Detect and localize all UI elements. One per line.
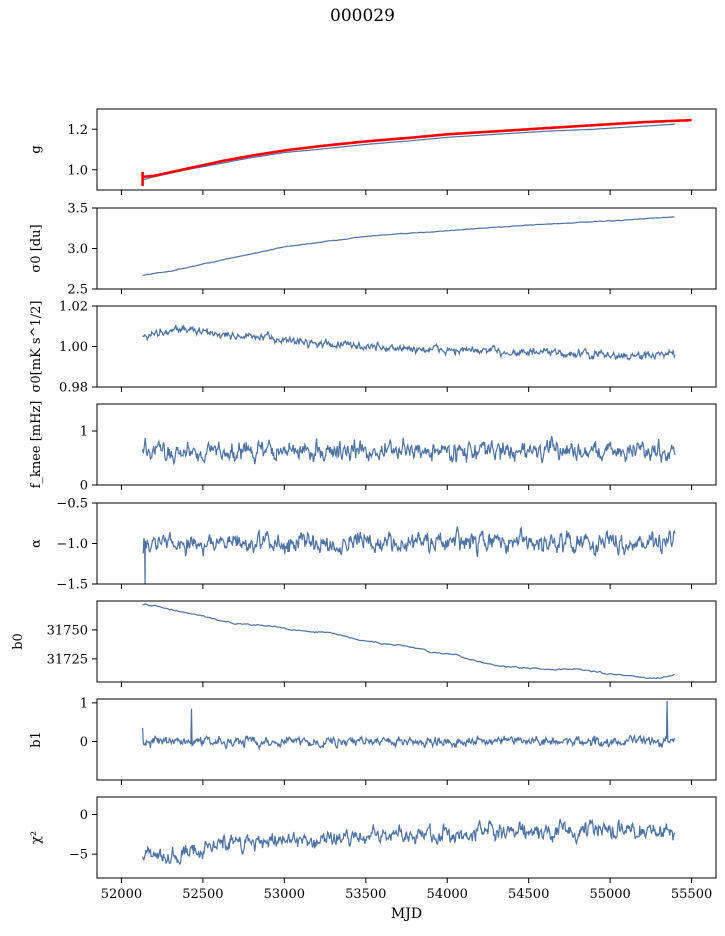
y-tick-label: 31725 [47, 652, 88, 667]
y-tick-label: 0 [80, 479, 88, 494]
panel-g: 1.0 1.2 g [29, 108, 717, 195]
x-tick-label: 54000 [427, 887, 468, 902]
y-tick-label: 1.02 [59, 300, 88, 315]
fit-line [142, 118, 692, 179]
y-tick-label: −1.0 [56, 537, 88, 552]
y-tick-label: −1.5 [56, 578, 88, 593]
y-tick-label: 1 [80, 696, 88, 711]
y-tick-label: 2.5 [67, 283, 88, 298]
y-axis-label: f_knee [mHz] [29, 401, 44, 489]
x-tick-label: 53000 [264, 887, 305, 902]
y-tick-label: 3.5 [67, 202, 88, 217]
y-axis-label: χ² [29, 831, 44, 844]
x-tick-label: 55500 [671, 887, 712, 902]
series-group [142, 818, 676, 866]
y-tick-label: 1 [80, 425, 88, 440]
series-group [142, 216, 675, 277]
panel-chi2: −5 0 χ² [29, 796, 717, 883]
y-tick-label: −5 [69, 848, 88, 863]
series-group [142, 526, 676, 584]
x-tick-label: 54500 [508, 887, 549, 902]
y-tick-label: 0 [80, 808, 88, 823]
y-axis-label: σ0[mK s^1/2] [29, 301, 44, 393]
panel-sigma0-mk: 0.98 1.00 1.02 σ0[mK s^1/2] [29, 300, 717, 396]
axes-frame [96, 108, 717, 191]
axes-frame [96, 796, 717, 879]
series-line [142, 526, 676, 584]
series-line [142, 818, 676, 866]
x-tick-label: 53500 [345, 887, 386, 902]
series-line [142, 700, 676, 751]
series-line [142, 603, 675, 680]
series-group [142, 323, 676, 361]
series-line [142, 436, 676, 466]
axes-frame [96, 403, 717, 486]
x-axis-label: MJD [391, 906, 422, 922]
series-line [142, 123, 676, 181]
figure-title: 000029 [330, 6, 395, 26]
y-tick-label: 0 [80, 735, 88, 750]
series-group [142, 436, 676, 466]
y-axis-label: b0 [11, 633, 26, 650]
y-axis-label: σ0 [du] [29, 224, 44, 272]
x-tick-label: 52000 [101, 887, 142, 902]
series-line [142, 216, 675, 277]
x-tick-label: 52500 [182, 887, 223, 902]
series-group [141, 118, 692, 186]
y-axis-label: g [29, 145, 44, 153]
panel-b0: 31725 31750 b0 [11, 600, 717, 687]
y-tick-label: 31750 [47, 623, 88, 638]
series-group [142, 700, 676, 751]
panel-alpha: −1.5 −1.0 −0.5 α [29, 497, 717, 593]
axes-frame [96, 305, 717, 388]
y-tick-label: 0.98 [59, 381, 88, 396]
y-tick-label: −0.5 [56, 497, 88, 512]
axes-frame [96, 698, 717, 781]
y-tick-label: 1.2 [67, 123, 88, 138]
panel-sigma0-du: 2.5 3.0 3.5 σ0 [du] [29, 202, 717, 298]
y-tick-label: 1.0 [67, 163, 88, 178]
y-axis-label: b1 [29, 731, 44, 748]
y-tick-label: 1.00 [59, 340, 88, 355]
panel-b1: 0 1 b1 [29, 696, 717, 785]
y-tick-label: 3.0 [67, 242, 88, 257]
series-line [142, 323, 676, 361]
y-axis-label: α [29, 539, 44, 548]
series-group [142, 603, 675, 680]
panel-fknee: 0 1 f_knee [mHz] [29, 401, 717, 494]
axes-frame [96, 600, 717, 683]
x-tick-label: 55000 [589, 887, 630, 902]
